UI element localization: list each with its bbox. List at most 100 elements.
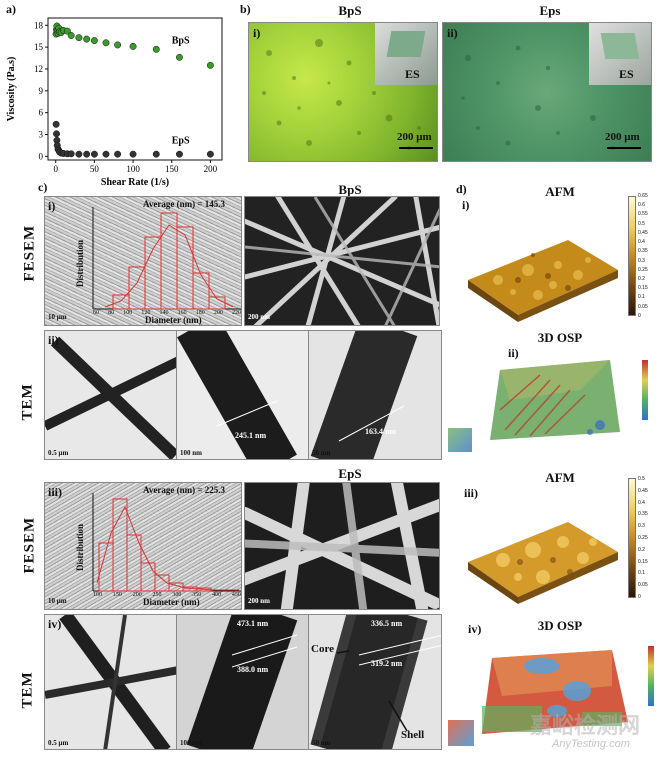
afm-surface-1 (468, 240, 618, 322)
tem-label-2: TEM (19, 671, 36, 709)
bps-inset-photo: ES (375, 23, 437, 85)
tick: 350 (192, 592, 202, 598)
y-tick-label: 18 (34, 20, 44, 30)
afm-title-1: AFM (545, 184, 575, 199)
panel-c-tag: c) (38, 180, 48, 194)
osp-inset-2 (448, 720, 474, 746)
tick: 0.1 (638, 570, 645, 577)
data-point-bps (176, 53, 183, 61)
y-tick-label: 0 (39, 151, 44, 161)
y-tick-label: 12 (34, 64, 43, 74)
tick: 400 (212, 592, 222, 598)
bps-scale-text: 200 μm (397, 131, 432, 143)
x-tick-label: 150 (165, 164, 179, 174)
afm-title-2: AFM (545, 470, 575, 485)
bps-title: BpS (338, 3, 362, 18)
afm-colorbar-2 (628, 478, 636, 598)
tick: 0.25 (638, 266, 648, 273)
panel-d-tag: d) (456, 182, 467, 196)
data-point-bps (152, 45, 160, 53)
data-point-bps (102, 39, 110, 47)
tick: 0.25 (638, 534, 648, 541)
data-point-eps (67, 150, 75, 158)
bps-tem-2: 245.1 nm 100 nm (176, 330, 310, 460)
tick: 0.6 (638, 202, 645, 209)
d-sub-iii: iii) (464, 486, 478, 500)
d-sub-i: i) (462, 198, 470, 212)
tick: 100 (93, 592, 102, 598)
tick: 160 (177, 310, 187, 316)
tick: 0.5 (638, 220, 645, 227)
data-point-bps (83, 35, 91, 43)
bps-hist-xlabel: Diameter (nm) (145, 315, 202, 325)
bps-fesem-scale: 10 μm (48, 313, 67, 321)
eps-tem-scale-3: 50 nm (312, 739, 331, 747)
eps-fluorescence-image: ES ii) 200 μm (442, 22, 652, 162)
d-sub-iv: iv) (468, 622, 482, 636)
y-tick-label: 15 (34, 42, 44, 52)
data-point-eps (176, 150, 183, 158)
data-point-eps (83, 150, 91, 158)
fesem-label-2: FESEM (21, 516, 38, 574)
bps-tem-scale-3: 50 nm (312, 449, 331, 457)
data-point-eps (53, 130, 60, 138)
bps-tem-3: 163.4 nm 50 nm (308, 330, 442, 460)
c-bps-title: BpS (338, 182, 362, 197)
bps-histogram (92, 207, 241, 310)
y-tick-label: 9 (39, 86, 44, 96)
afm-colorbar-1-ticks: 0.65 0.6 0.55 0.5 0.45 0.4 0.35 0.3 0.25 0.2 0.15 0… (638, 193, 648, 319)
eps-inset-label: ES (619, 67, 634, 81)
data-point-bps (75, 34, 83, 42)
bps-tem-scale-2: 100 nm (180, 449, 202, 457)
bps-hist-ticks: 60 80 100 120 140 160 180 200 220 (93, 310, 241, 316)
eps-hist-xlabel: Diameter (nm) (143, 597, 200, 607)
tick: 0.05 (638, 582, 648, 589)
bps-fesem-sub: i) (48, 199, 56, 213)
eps-tem-measure-319: 319.2 nm (371, 659, 403, 668)
eps-inset-photo: ES (589, 23, 651, 85)
tick: 250 (152, 592, 162, 598)
data-point-eps (75, 150, 83, 158)
tem-label-1: TEM (19, 383, 36, 421)
eps-tem-measure-473: 473.1 nm (237, 619, 269, 628)
eps-tem-1: iv) 0.5 μm (44, 614, 178, 750)
d-sub-ii: ii) (508, 346, 519, 360)
tick: 0.45 (638, 229, 648, 236)
core-label: Core (311, 643, 335, 655)
bps-scale-bar (399, 147, 433, 149)
data-point-eps (102, 150, 110, 158)
eps-tem-sub: iv) (48, 617, 62, 631)
bps-inset-label: ES (405, 67, 420, 81)
data-point-eps (90, 150, 98, 158)
eps-scale-bar (607, 147, 641, 149)
data-point-eps (206, 150, 214, 158)
series-label-eps: EpS (172, 135, 190, 146)
osp-inset-1 (448, 428, 472, 452)
data-point-eps (129, 150, 137, 158)
tick: 120 (141, 310, 151, 316)
tick: 0.1 (638, 294, 645, 301)
eps-hist-ylabel: Distribution (75, 523, 85, 571)
bps-fesem-zoom: 200 nm (244, 196, 440, 326)
osp-colorbar-2 (648, 646, 654, 706)
x-tick-label: 0 (53, 164, 58, 174)
x-tick-label: 50 (90, 164, 100, 174)
eps-tem-scale-2: 100 nm (180, 739, 202, 747)
tick: 0.2 (638, 275, 645, 282)
panel-a-tag: a) (6, 2, 16, 16)
panel-b-tag: b) (240, 2, 251, 16)
y-tick-label: 6 (39, 108, 44, 118)
tick: 180 (195, 310, 205, 316)
tick: 0.55 (638, 211, 648, 218)
eps-histogram (92, 493, 241, 592)
tick: 0.65 (638, 193, 648, 199)
tick: 0.4 (638, 239, 645, 246)
bps-tem-sub: ii) (48, 333, 59, 347)
tick: 0.3 (638, 257, 645, 264)
bps-fesem-zoom-scale: 200 nm (248, 313, 270, 321)
tick: 60 (93, 310, 99, 316)
eps-fesem-image: iii) Average (nm) = 225.3 Distribution D… (44, 482, 242, 610)
x-axis-label: Shear Rate (1/s) (101, 177, 169, 188)
plot-frame (47, 17, 223, 161)
eps-hist-ticks: 100 150 200 250 300 350 400 450 (93, 592, 241, 598)
